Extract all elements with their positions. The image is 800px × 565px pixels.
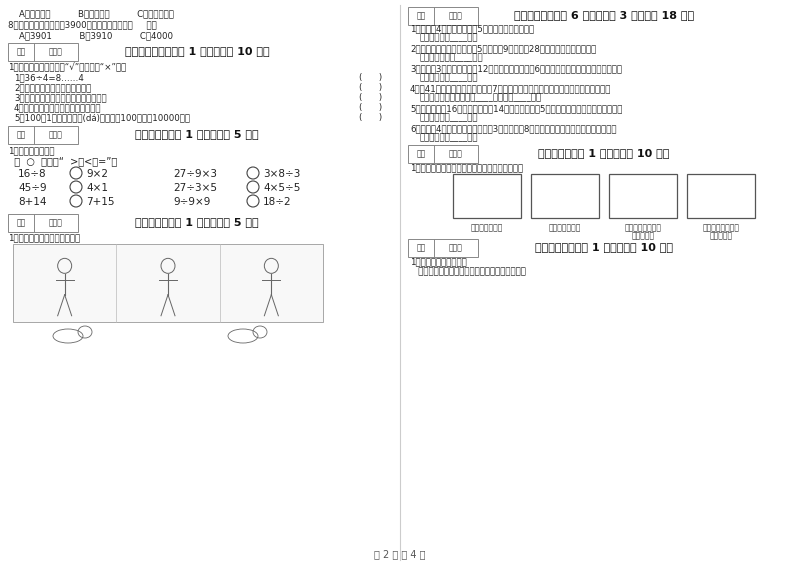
Text: 7+15: 7+15 [86,197,114,207]
Text: (      ): ( ) [359,103,382,112]
Text: 评卷人: 评卷人 [449,244,463,253]
Text: 2．读数和写数时，都从低位起。: 2．读数和写数时，都从低位起。 [14,83,91,92]
Text: 1．观察分析，我统计。: 1．观察分析，我统计。 [410,257,466,266]
Bar [609,174,677,218]
Text: 18÷2: 18÷2 [263,197,292,207]
Text: 9÷9×9: 9÷9×9 [173,197,210,207]
Text: 下面是希望小学二年级一班女生身高统计情况。: 下面是希望小学二年级一班女生身高统计情况。 [410,267,526,276]
Text: 答：一共用了____元。: 答：一共用了____元。 [420,33,478,42]
Text: 十一、附加题（共 1 大题，共计 10 分）: 十一、附加题（共 1 大题，共计 10 分） [535,242,673,252]
Text: 8+14: 8+14 [18,197,46,207]
Bar [687,174,755,218]
Text: 1．小东一4支圆珠笔，每支5元，一共用了多少錢？: 1．小东一4支圆珠笔，每支5元，一共用了多少錢？ [410,24,534,33]
Text: 45÷9: 45÷9 [18,183,46,193]
Text: 6．小东有4元，小明的錢的小东的3倍，小明乘8个本子刚好把錢用完，每个本子几元？: 6．小东有4元，小明的錢的小东的3倍，小明乘8个本子刚好把錢用完，每个本子几元？ [410,124,617,133]
Text: A．3901          B．3910          C．4000: A．3901 B．3910 C．4000 [8,31,173,40]
Text: 评卷人: 评卷人 [449,150,463,159]
Text: A．六千五十          B．六千零五          C．六千零五十: A．六千五十 B．六千零五 C．六千零五十 [8,9,174,18]
Text: 答：平均每个小朋友分到____本，还剩____本。: 答：平均每个小朋友分到____本，还剩____本。 [420,93,542,102]
Text: 3×8÷3: 3×8÷3 [263,169,300,179]
Text: 4．朐41本故事书，把这些书分给7个小朋友，平均每个小朋友分到几本，还剩几本？: 4．朐41本故事书，把这些书分给7个小朋友，平均每个小朋友分到几本，还剩几本？ [410,84,611,93]
Bar [13,244,323,322]
Text: 十、综合题（共 1 大题，共计 10 分）: 十、综合题（共 1 大题，共计 10 分） [538,148,670,158]
Bar [408,239,478,257]
Text: 1．我会判断。（对的画“√”，错的画“×”）。: 1．我会判断。（对的画“√”，错的画“×”）。 [8,63,126,72]
Text: (      ): ( ) [359,113,382,122]
Text: 4×1: 4×1 [86,183,108,193]
Text: 5．操场上原朗16个同学，又来了14个，这些同学每5个一组做游戏，可以分成多少组？: 5．操场上原朗16个同学，又来了14个，这些同学每5个一组做游戏，可以分成多少组… [410,104,622,113]
Bar [408,7,478,25]
Text: 八、解决问题（共 6 小题，每题 3 分，共计 18 分）: 八、解决问题（共 6 小题，每题 3 分，共计 18 分） [514,10,694,20]
Text: 16÷8: 16÷8 [18,169,46,179]
Text: 得分: 得分 [416,150,426,159]
Text: 3．长方形和正方形的四个角都是直角。: 3．长方形和正方形的四个角都是直角。 [14,93,106,102]
Text: 分成两个三角形: 分成两个三角形 [471,223,503,232]
Bar [8,214,78,232]
Text: 第 2 页 共 4 页: 第 2 页 共 4 页 [374,549,426,559]
Text: 2．一本故事书，小明每天看5页，看乙9天，还剩28页，这本书共有多少页？: 2．一本故事书，小明每天看5页，看乙9天，还剩28页，这本书共有多少页？ [410,44,596,53]
Text: 1．36÷4=8……4: 1．36÷4=8……4 [14,73,84,82]
Text: 评卷人: 评卷人 [49,47,63,56]
Text: 得分: 得分 [416,11,426,20]
Text: 8．一百一百的数，数到3900，下一个数应该是（     ）。: 8．一百一百的数，数到3900，下一个数应该是（ ）。 [8,20,157,29]
Text: 得分: 得分 [16,131,26,140]
Text: 3．小明了3个笔记本，用去12元。小云也了同样的6个笔记本，算一算小云用了多少錢？: 3．小明了3个笔记本，用去12元。小云也了同样的6个笔记本，算一算小云用了多少錢… [410,64,622,73]
Text: 分成两个四边形: 分成两个四边形 [549,223,581,232]
Text: (      ): ( ) [359,83,382,92]
Text: 评卷人: 评卷人 [49,131,63,140]
Text: 分成一个三角形和: 分成一个三角形和 [625,223,662,232]
Bar [453,174,521,218]
Text: (      ): ( ) [359,93,382,102]
Text: 答：这本书共有____页。: 答：这本书共有____页。 [420,53,484,62]
Text: 五、判断对与错（共 1 大题，共计 10 分）: 五、判断对与错（共 1 大题，共计 10 分） [125,46,270,56]
Bar [408,145,478,163]
Text: 得分: 得分 [416,244,426,253]
Text: 七、连一连（共 1 大题，共计 5 分）: 七、连一连（共 1 大题，共计 5 分） [135,217,259,227]
Text: 1．把下面的长方形用一条线段按要求各分一分。: 1．把下面的长方形用一条线段按要求各分一分。 [410,163,523,172]
Bar [8,43,78,61]
Text: 评卷人: 评卷人 [449,11,463,20]
Text: 得分: 得分 [16,47,26,56]
Text: 5．100彤1元纸币捎一沓(dá)，这样的100沓就是10000元。: 5．100彤1元纸币捎一沓(dá)，这样的100沓就是10000元。 [14,113,190,122]
Text: 27÷3×5: 27÷3×5 [173,183,217,193]
Text: 9×2: 9×2 [86,169,108,179]
Bar [8,126,78,144]
Text: 答：每个本子____元。: 答：每个本子____元。 [420,133,478,142]
Text: 答：可以分成____组。: 答：可以分成____组。 [420,113,478,122]
Text: 得分: 得分 [16,219,26,228]
Text: 在  ○  里填上“  >、<或=”。: 在 ○ 里填上“ >、<或=”。 [8,156,118,166]
Text: (      ): ( ) [359,73,382,82]
Text: 1．连一连镜子里看到的图像。: 1．连一连镜子里看到的图像。 [8,233,80,242]
Text: 27÷9×3: 27÷9×3 [173,169,217,179]
Text: 一个四边形: 一个四边形 [631,231,654,240]
Text: 六、比一比（共 1 大题，共计 5 分）: 六、比一比（共 1 大题，共计 5 分） [135,129,259,139]
Text: 一个五边形: 一个五边形 [710,231,733,240]
Text: 4．对边相等的四边形一定是长方形。: 4．对边相等的四边形一定是长方形。 [14,103,102,112]
Text: 答：小云用了____元。: 答：小云用了____元。 [420,73,478,82]
Text: 4×5÷5: 4×5÷5 [263,183,300,193]
Text: 分成一个三角形和: 分成一个三角形和 [702,223,739,232]
Text: 评卷人: 评卷人 [49,219,63,228]
Text: 1．我会判断大小。: 1．我会判断大小。 [8,146,54,155]
Bar [531,174,599,218]
